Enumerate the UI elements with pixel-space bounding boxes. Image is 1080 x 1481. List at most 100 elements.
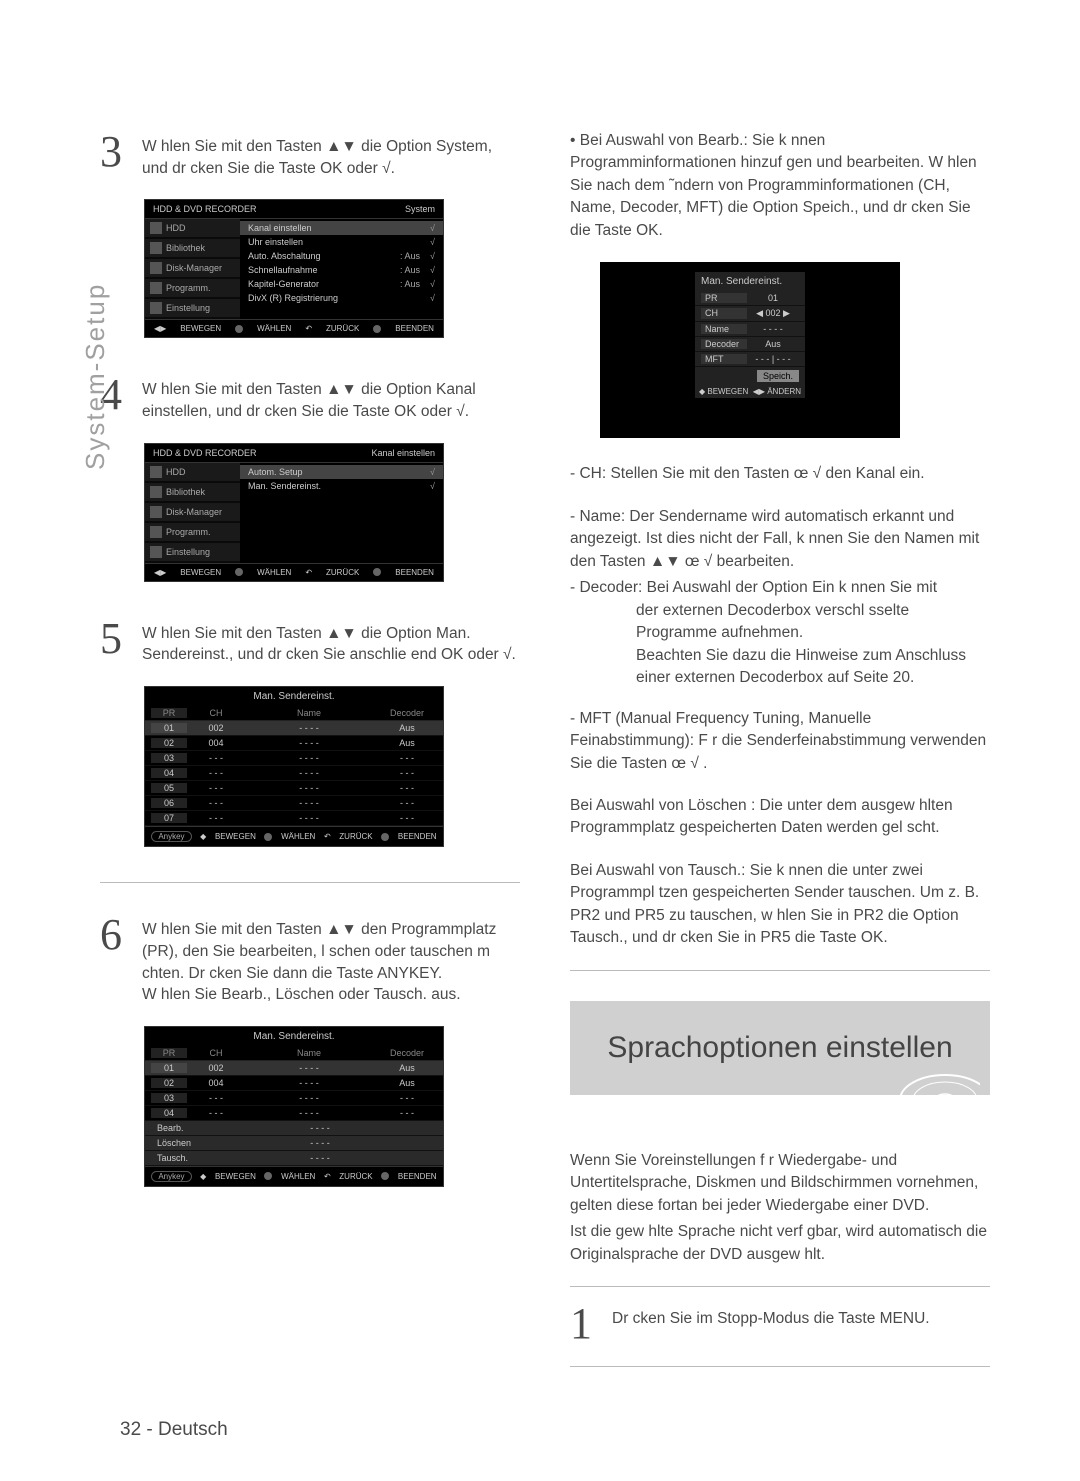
small-osd-row: Name- - - -: [695, 322, 805, 337]
footer-beenden: BEENDEN: [395, 568, 434, 577]
osd-menu-item: DivX (R) Registrierung√: [240, 291, 443, 305]
footer-zuruck: ZURÜCK: [339, 1172, 372, 1181]
table-row: 07- - -- - - -- - -: [145, 811, 443, 826]
page-number: 32 - Deutsch: [120, 1419, 228, 1441]
osd-mode: Kanal einstellen: [371, 448, 435, 458]
table-row: 03- - -- - - -- - -: [145, 751, 443, 766]
step-6: 6 W hlen Sie mit den Tasten ▲▼ den Progr…: [100, 913, 520, 1006]
col-name: Name: [245, 1048, 373, 1058]
tab-bibliothek: Bibliothek: [145, 239, 240, 257]
section-banner: Sprachoptionen einstellen: [570, 1001, 990, 1095]
decoder-sub: der externen Decoderbox verschl sselte P…: [570, 600, 990, 690]
footer-icon: [264, 1172, 272, 1180]
col-ch: CH: [191, 708, 241, 718]
footer-beenden: BEENDEN: [395, 324, 434, 333]
tab-programm: Programm.: [145, 279, 240, 297]
footer-icon: [373, 568, 381, 576]
table-title: Man. Sendereinst.: [145, 1027, 443, 1046]
osd-title: HDD & DVD RECORDER: [153, 448, 257, 458]
col-ch: CH: [191, 1048, 241, 1058]
osd-table-channels: Man. Sendereinst. PR CH Name Decoder 010…: [144, 686, 520, 847]
paragraph-lang-intro: Wenn Sie Voreinstellungen f r Wiedergabe…: [570, 1150, 990, 1217]
footer-icon: ◀▶: [154, 324, 166, 333]
tab-diskmanager: Disk-Manager: [145, 259, 240, 277]
footer-wahlen: WÄHLEN: [257, 324, 291, 333]
footer-icon: ↶: [305, 568, 312, 577]
footer-bewegen: BEWEGEN: [180, 324, 221, 333]
paragraph-bearb: • Bei Auswahl von Bearb.: Sie k nnen Pro…: [570, 130, 990, 242]
osd-title: HDD & DVD RECORDER: [153, 204, 257, 214]
footer-icon: [235, 325, 243, 333]
table-row: 05- - -- - - -- - -: [145, 781, 443, 796]
footer-zuruck: ZURÜCK: [339, 832, 372, 841]
side-label: System-Setup: [80, 283, 111, 470]
list-name: - Name: Der Sendername wird automatisch …: [570, 506, 990, 573]
osd-screenshot-system: HDD & DVD RECORDER System HDD Bibliothek…: [144, 199, 520, 338]
disc-icon: [850, 1045, 980, 1125]
col-pr: PR: [151, 1048, 187, 1058]
tab-einstellung: Einstellung: [145, 543, 240, 561]
osd-table-edit-menu: Man. Sendereinst. PR CH Name Decoder 010…: [144, 1026, 520, 1187]
table-row: 02004- - - -Aus: [145, 736, 443, 751]
step-number: 1: [570, 1302, 602, 1346]
section-divider: [570, 970, 990, 971]
save-button: Speich.: [757, 370, 799, 382]
small-osd-row: MFT- - - | - - -: [695, 352, 805, 367]
footer-icon: [381, 833, 389, 841]
footer-icon: ◆: [200, 1172, 206, 1181]
col-decoder: Decoder: [377, 708, 437, 718]
small-osd-title: Man. Sendereinst.: [695, 272, 805, 291]
context-menu-item: Bearb.- - - -: [145, 1121, 443, 1136]
footer-beenden: BEENDEN: [398, 832, 437, 841]
footer-bewegen: ◆ BEWEGEN: [699, 387, 748, 396]
tab-hdd: HDD: [145, 219, 240, 237]
step-4: 4 W hlen Sie mit den Tasten ▲▼ die Optio…: [100, 373, 520, 422]
osd-menu-item: Schnellaufnahme: Aus√: [240, 263, 443, 277]
small-osd-row: PR01: [695, 291, 805, 306]
tab-diskmanager: Disk-Manager: [145, 503, 240, 521]
footer-icon: ↶: [305, 324, 312, 333]
step-3: 3 W hlen Sie mit den Tasten ▲▼ die Optio…: [100, 130, 520, 179]
osd-menu-item: Kapitel-Generator: Aus√: [240, 277, 443, 291]
footer-andern: ◀▶ ÄNDERN: [753, 387, 801, 396]
footer-bewegen: BEWEGEN: [180, 568, 221, 577]
paragraph-loeschen: Bei Auswahl von Löschen : Die unter dem …: [570, 795, 990, 840]
footer-zuruck: ZURÜCK: [326, 568, 359, 577]
footer-icon: [235, 568, 243, 576]
table-row: 03- - -- - - -- - -: [145, 1091, 443, 1106]
osd-menu-item: Kanal einstellen√: [240, 221, 443, 235]
tab-bibliothek: Bibliothek: [145, 483, 240, 501]
small-osd-row: DecoderAus: [695, 337, 805, 352]
table-row: 06- - -- - - -- - -: [145, 796, 443, 811]
list-decoder: - Decoder: Bei Auswahl der Option Ein k …: [570, 577, 990, 689]
section-divider: [100, 882, 520, 883]
footer-icon: [264, 833, 272, 841]
table-row: 02004- - - -Aus: [145, 1076, 443, 1091]
footer-icon: ◆: [200, 832, 206, 841]
step-5: 5 W hlen Sie mit den Tasten ▲▼ die Optio…: [100, 617, 520, 666]
footer-icon: [381, 1172, 389, 1180]
list-ch: - CH: Stellen Sie mit den Tasten œ √ den…: [570, 463, 990, 485]
table-row: 01002- - - -Aus: [145, 721, 443, 736]
context-menu-item: Tausch.- - - -: [145, 1151, 443, 1166]
step-text: W hlen Sie mit den Tasten ▲▼ die Option …: [142, 130, 520, 179]
small-osd-row: CH◀ 002 ▶: [695, 306, 805, 322]
footer-zuruck: ZURÜCK: [326, 324, 359, 333]
osd-small-edit: Man. Sendereinst. PR01CH◀ 002 ▶Name- - -…: [600, 262, 900, 438]
decoder-head: - Decoder: Bei Auswahl der Option Ein k …: [570, 577, 990, 599]
footer-icon: ◀▶: [154, 568, 166, 577]
step-number: 3: [100, 130, 132, 179]
footer-wahlen: WÄHLEN: [281, 832, 315, 841]
footer-beenden: BEENDEN: [398, 1172, 437, 1181]
osd-screenshot-kanal: HDD & DVD RECORDER Kanal einstellen HDD …: [144, 443, 520, 582]
footer-wahlen: WÄHLEN: [257, 568, 291, 577]
tab-hdd: HDD: [145, 463, 240, 481]
paragraph-tausch: Bei Auswahl von Tausch.: Sie k nnen die …: [570, 860, 990, 950]
col-name: Name: [245, 708, 373, 718]
list-mft: - MFT (Manual Frequency Tuning, Manuelle…: [570, 708, 990, 775]
osd-mode: System: [405, 204, 435, 214]
table-row: 01002- - - -Aus: [145, 1061, 443, 1076]
col-pr: PR: [151, 708, 187, 718]
tab-einstellung: Einstellung: [145, 299, 240, 317]
step-text: Dr cken Sie im Stopp-Modus die Taste MEN…: [612, 1302, 930, 1346]
